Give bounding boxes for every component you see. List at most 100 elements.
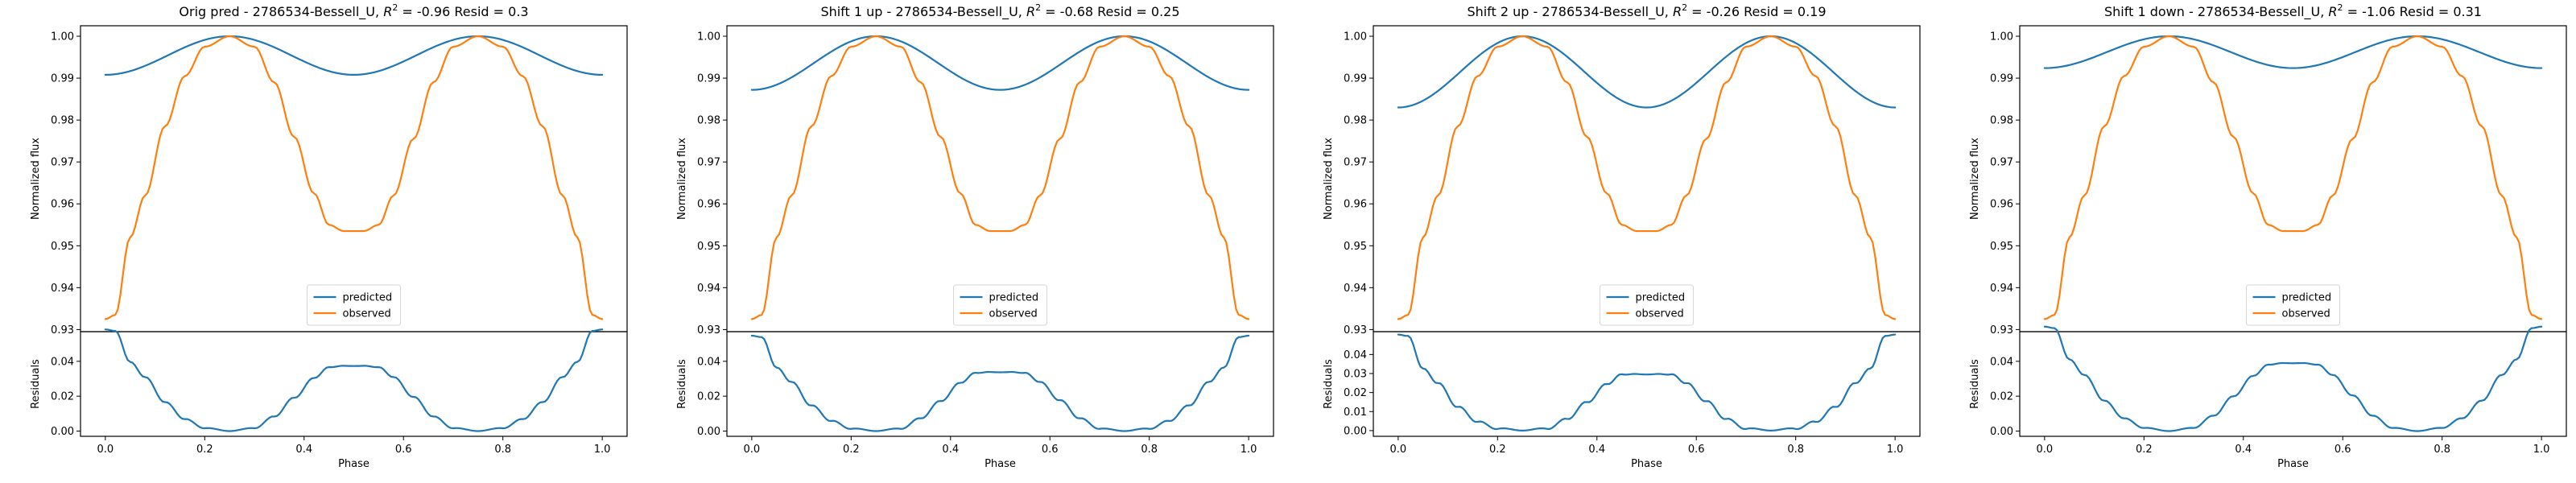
x-axis-label: Phase — [985, 458, 1016, 470]
x-tick-label: 0.2 — [843, 444, 860, 456]
y-tick-label-top: 0.95 — [1344, 241, 1367, 253]
legend-label-observed: observed — [989, 308, 1038, 320]
y-tick-label-top: 0.97 — [1344, 157, 1367, 169]
legend-box — [1600, 284, 1694, 326]
y-tick-label-top: 0.99 — [1990, 73, 2013, 85]
y-tick-label-top: 0.96 — [1990, 199, 2013, 211]
x-axis-label: Phase — [1631, 458, 1662, 470]
chart-title-suffix: = -0.68 Resid = 0.25 — [1041, 4, 1179, 19]
x-axis-label: Phase — [2277, 458, 2309, 470]
x-tick-label: 0.4 — [295, 444, 312, 456]
series-line-residuals — [1397, 333, 1897, 432]
y-tick-label-top: 0.95 — [1990, 241, 2013, 253]
y-tick-label-bottom: 0.02 — [697, 391, 720, 403]
x-tick-label: 1.0 — [1241, 444, 1257, 456]
y-tick-label-top: 0.98 — [1344, 115, 1367, 127]
y-tick-label-top: 0.93 — [1990, 324, 2013, 336]
chart-title: Shift 1 down - 2786534-Bessell_U, R2 = -… — [2104, 2, 2482, 20]
y-tick-label-top: 0.98 — [1990, 115, 2013, 127]
x-tick-label: 0.4 — [2235, 444, 2252, 456]
x-tick-label: 1.0 — [1887, 444, 1904, 456]
y-tick-label-bottom: 0.00 — [51, 426, 74, 438]
chart-title-r2-exponent: 2 — [2338, 2, 2343, 13]
y-tick-label-bottom: 0.03 — [1344, 369, 1367, 381]
y-tick-label-bottom: 0.04 — [697, 356, 720, 368]
series-line-residuals — [104, 328, 604, 432]
series-line-predicted — [104, 35, 604, 76]
x-tick-label: 0.0 — [1390, 444, 1407, 456]
y-tick-label-top: 0.97 — [697, 157, 720, 169]
chart-title-r2-symbol: R — [1673, 4, 1682, 19]
y-tick-label-bottom: 0.00 — [1990, 426, 2013, 438]
x-tick-label: 0.0 — [97, 444, 114, 456]
chart-title-suffix: = -1.06 Resid = 0.31 — [2343, 4, 2482, 19]
y-axis-label-bottom: Residuals — [1969, 359, 1981, 409]
y-tick-label-top: 0.94 — [697, 283, 720, 295]
chart-title-prefix: Shift 1 up - 2786534-Bessell_U, — [820, 4, 1026, 20]
x-axis-label: Phase — [338, 458, 369, 470]
y-tick-label-top: 1.00 — [1344, 31, 1367, 43]
chart-title-prefix: Shift 2 up - 2786534-Bessell_U, — [1467, 4, 1673, 20]
chart-title-suffix: = -0.26 Resid = 0.19 — [1687, 4, 1826, 19]
legend-box — [307, 284, 401, 326]
x-tick-label: 1.0 — [2533, 444, 2550, 456]
y-tick-label-bottom: 0.02 — [1990, 391, 2013, 403]
y-tick-label-top: 0.94 — [51, 283, 74, 295]
chart-title-r2-exponent: 2 — [1035, 2, 1041, 13]
y-tick-label-top: 0.94 — [1990, 283, 2013, 295]
y-tick-label-bottom: 0.04 — [1344, 349, 1367, 361]
y-axis-label-bottom: Residuals — [30, 359, 42, 409]
x-tick-label: 0.8 — [494, 444, 511, 456]
y-tick-label-top: 0.96 — [1344, 199, 1367, 211]
y-tick-label-bottom: 0.02 — [1344, 387, 1367, 399]
chart-panel-2: Shift 1 up - 2786534-Bessell_U, R2 = -0.… — [676, 2, 1274, 470]
chart-title-r2-symbol: R — [383, 4, 392, 19]
x-tick-label: 0.6 — [1042, 444, 1059, 456]
chart-title-suffix: = -0.96 Resid = 0.3 — [398, 4, 528, 19]
y-tick-label-top: 0.93 — [697, 324, 720, 336]
y-tick-label-bottom: 0.00 — [1344, 425, 1367, 437]
legend-box — [2246, 284, 2340, 326]
series-line-residuals — [2043, 325, 2543, 432]
y-tick-label-top: 0.93 — [1344, 324, 1367, 336]
y-tick-label-bottom: 0.01 — [1344, 407, 1367, 419]
x-tick-label: 0.4 — [942, 444, 959, 456]
legend-label-observed: observed — [2282, 308, 2330, 320]
chart-panel-1: Orig pred - 2786534-Bessell_U, R2 = -0.9… — [30, 2, 628, 470]
y-tick-label-bottom: 0.00 — [697, 426, 720, 438]
y-tick-label-top: 1.00 — [1990, 31, 2013, 43]
y-axis-label-top: Normalized flux — [1323, 138, 1335, 220]
x-tick-label: 0.4 — [1588, 444, 1605, 456]
chart-title-prefix: Orig pred - 2786534-Bessell_U, — [179, 4, 383, 20]
series-line-observed — [750, 35, 1250, 320]
y-tick-label-top: 0.98 — [697, 115, 720, 127]
series-line-predicted — [2043, 35, 2543, 69]
y-tick-label-bottom: 0.04 — [1990, 356, 2013, 368]
x-tick-label: 0.2 — [196, 444, 213, 456]
y-tick-label-top: 0.93 — [51, 324, 74, 336]
y-tick-label-top: 0.96 — [51, 199, 74, 211]
series-line-residuals — [750, 334, 1250, 432]
bottom-axes-frame — [1373, 331, 1921, 437]
legend-label-predicted: predicted — [2282, 292, 2332, 304]
series-line-observed — [104, 35, 604, 320]
x-tick-label: 0.8 — [1141, 444, 1158, 456]
chart-panel-3: Shift 2 up - 2786534-Bessell_U, R2 = -0.… — [1323, 2, 1921, 470]
y-tick-label-top: 0.95 — [697, 241, 720, 253]
x-tick-label: 0.0 — [2037, 444, 2054, 456]
y-tick-label-top: 0.97 — [1990, 157, 2013, 169]
series-line-observed — [2043, 35, 2543, 320]
x-tick-label: 0.6 — [2334, 444, 2351, 456]
bottom-axes-frame — [2019, 331, 2567, 437]
x-tick-label: 1.0 — [594, 444, 611, 456]
legend-label-predicted: predicted — [989, 292, 1039, 304]
x-tick-label: 0.6 — [395, 444, 412, 456]
y-tick-label-top: 0.98 — [51, 115, 74, 127]
chart-title-r2-symbol: R — [2328, 4, 2337, 19]
y-tick-label-top: 1.00 — [697, 31, 720, 43]
y-tick-label-top: 0.99 — [697, 73, 720, 85]
chart-panel-4: Shift 1 down - 2786534-Bessell_U, R2 = -… — [1969, 2, 2567, 470]
y-tick-label-top: 0.97 — [51, 157, 74, 169]
y-tick-label-top: 1.00 — [51, 31, 74, 43]
